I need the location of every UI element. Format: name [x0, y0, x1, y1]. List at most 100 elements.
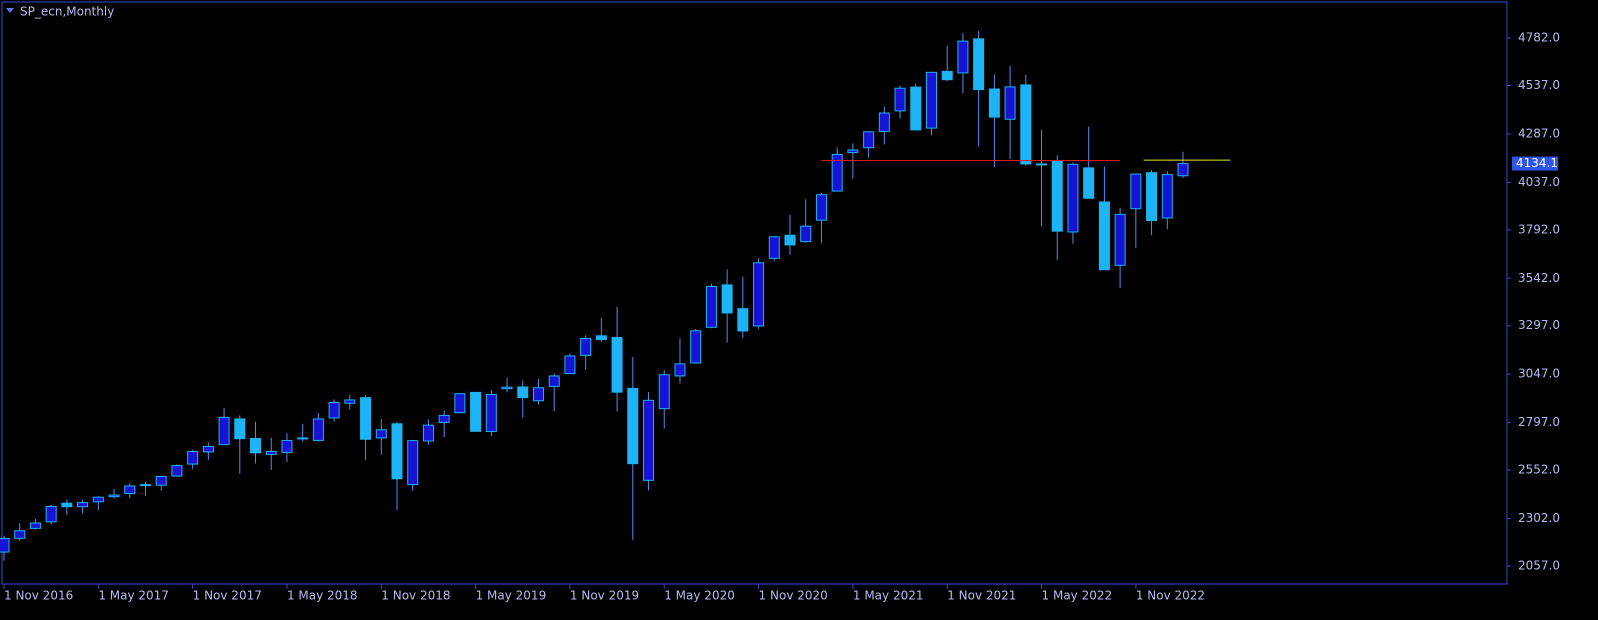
x-tick-label: 1 May 2017	[98, 589, 169, 603]
y-tick-label: 4287.0	[1518, 126, 1560, 140]
candle-body	[139, 484, 151, 487]
candle-body	[454, 393, 466, 414]
y-tick-label: 2057.0	[1518, 558, 1560, 572]
candle-body	[1098, 201, 1110, 271]
y-tick-label: 3297.0	[1518, 318, 1560, 332]
candle-body	[234, 418, 246, 440]
y-tick-label: 4537.0	[1518, 78, 1560, 92]
y-tick-label: 4037.0	[1518, 175, 1560, 189]
candle-body	[108, 494, 120, 498]
x-tick-label: 1 Nov 2020	[759, 589, 828, 603]
candle-body	[925, 71, 937, 129]
candle-body	[1036, 163, 1048, 166]
candle-body	[611, 337, 623, 393]
candle-body	[155, 475, 167, 486]
candle-body	[1020, 84, 1032, 165]
candle-body	[658, 374, 670, 410]
candle-body	[422, 424, 434, 442]
x-tick-label: 1 Nov 2019	[570, 589, 639, 603]
collapse-icon[interactable]	[6, 8, 14, 13]
candle-body	[202, 445, 214, 453]
chart-title: SP_ecn,Monthly	[20, 5, 114, 19]
y-tick-label: 3792.0	[1518, 222, 1560, 236]
last-price-label: 4134.1	[1516, 156, 1558, 170]
candle-body	[831, 153, 843, 192]
candle-body	[548, 375, 560, 387]
candle-body	[784, 234, 796, 246]
candle-body	[753, 262, 765, 327]
candle-body	[328, 401, 340, 419]
candle-body	[815, 194, 827, 221]
candle-body	[45, 506, 57, 523]
candle-body	[768, 236, 780, 259]
candle-body	[705, 285, 717, 328]
candle-body	[501, 386, 513, 390]
candle-body	[485, 394, 497, 433]
candle-body	[957, 40, 969, 74]
candle-body	[92, 496, 104, 503]
candle-body	[1067, 163, 1079, 233]
candle-body	[721, 284, 733, 314]
candle-body	[517, 386, 529, 399]
x-tick-label: 1 May 2020	[664, 589, 735, 603]
candle-body	[973, 38, 985, 91]
candle-body	[375, 429, 387, 439]
candle-body	[77, 502, 89, 508]
candle-body	[941, 70, 953, 81]
y-tick-label: 3542.0	[1518, 271, 1560, 285]
candle-body	[360, 397, 372, 440]
candle-body	[1083, 167, 1095, 199]
candle-body	[1177, 163, 1189, 177]
y-tick-label: 2797.0	[1518, 415, 1560, 429]
candle-body	[312, 418, 324, 441]
candle-body	[281, 439, 293, 453]
candle-body	[1161, 174, 1173, 219]
candle-body	[595, 335, 607, 340]
candle-body	[847, 149, 859, 154]
candle-body	[187, 450, 199, 465]
candle-body	[800, 225, 812, 243]
candle-body	[438, 414, 450, 423]
x-tick-label: 1 May 2022	[1042, 589, 1113, 603]
candle-body	[1114, 213, 1126, 266]
y-tick-label: 2552.0	[1518, 463, 1560, 477]
candle-body	[988, 88, 1000, 118]
candle-body	[14, 530, 26, 539]
candle-body	[470, 391, 482, 432]
x-tick-label: 1 May 2019	[476, 589, 547, 603]
x-tick-label: 1 May 2018	[287, 589, 358, 603]
candle-body	[391, 423, 403, 480]
y-tick-label: 3047.0	[1518, 367, 1560, 381]
x-tick-label: 1 Nov 2018	[381, 589, 450, 603]
candle-body	[878, 112, 890, 132]
candle-body	[894, 87, 906, 112]
x-tick-label: 1 Nov 2017	[193, 589, 262, 603]
candle-body	[218, 416, 230, 446]
x-tick-label: 1 May 2021	[853, 589, 924, 603]
candle-body	[564, 355, 576, 375]
y-tick-label: 4782.0	[1518, 31, 1560, 45]
candle-body	[1051, 160, 1063, 232]
candle-body	[532, 387, 544, 402]
candle-body	[29, 522, 41, 529]
candle-body	[1130, 173, 1142, 210]
candle-body	[250, 438, 262, 454]
x-tick-label: 1 Nov 2022	[1136, 589, 1205, 603]
candle-body	[674, 363, 686, 377]
y-tick-label: 2302.0	[1518, 511, 1560, 525]
candle-body	[627, 387, 639, 465]
candle-body	[1004, 86, 1016, 120]
candle-body	[265, 450, 277, 455]
candle-body	[61, 502, 73, 508]
candle-body	[580, 338, 592, 356]
candle-body	[690, 330, 702, 364]
candle-body	[344, 399, 356, 404]
candle-body	[737, 308, 749, 332]
candle-body	[0, 537, 10, 553]
candle-body	[171, 465, 183, 477]
candle-body	[124, 485, 136, 495]
candle-body	[297, 437, 309, 440]
candle-body	[863, 131, 875, 149]
